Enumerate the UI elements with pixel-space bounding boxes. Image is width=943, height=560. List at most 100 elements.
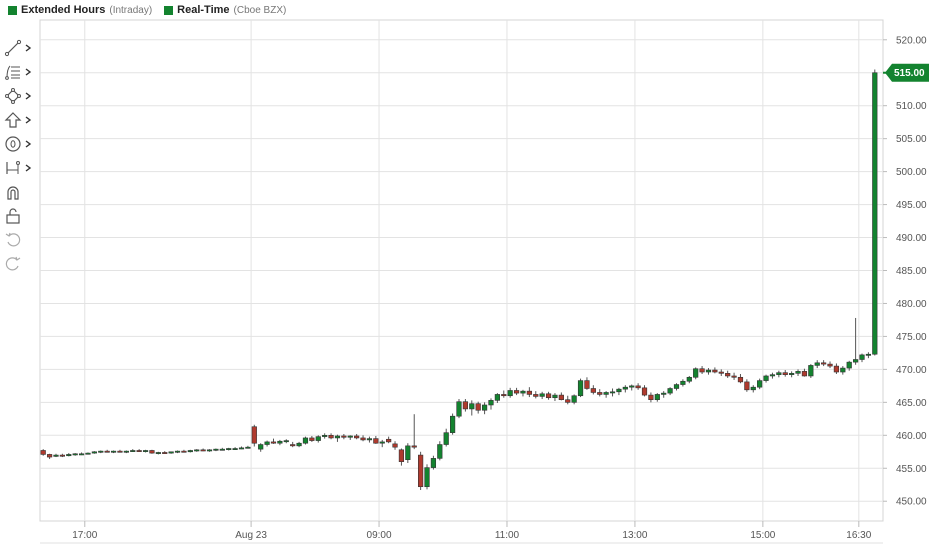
candle-body	[821, 362, 827, 365]
candle-body	[718, 371, 724, 374]
candle-body	[341, 435, 347, 438]
last-price-label: 515.00	[894, 68, 925, 79]
candle-body	[577, 380, 584, 397]
candle-body	[130, 450, 136, 452]
chevron-right-icon[interactable]	[24, 43, 32, 53]
candle-body	[302, 437, 309, 444]
chart-grid	[39, 19, 884, 544]
candle-body	[386, 438, 392, 443]
candle-body	[424, 467, 430, 488]
candle-body	[750, 386, 756, 391]
chart-legend: Extended Hours (Intraday) Real-Time (Cbo…	[8, 2, 298, 18]
candle-body	[46, 454, 53, 458]
candle-body	[776, 372, 782, 375]
chevron-right-icon[interactable]	[24, 91, 32, 101]
shapes-icon	[5, 88, 21, 104]
candle-body	[545, 393, 552, 399]
y-tick-label: 460.00	[896, 431, 927, 442]
chevron-right-icon[interactable]	[24, 139, 32, 149]
annotation-tool-button[interactable]	[4, 132, 38, 156]
shapes-tool-button[interactable]	[4, 84, 38, 108]
x-axis: 17:00 Aug 23 09:00 11:00 13:00 15:00 16:30	[72, 521, 872, 541]
arrow-tool-button[interactable]	[4, 108, 38, 132]
candle-body	[40, 450, 46, 455]
candle-body	[513, 390, 520, 394]
x-tick-label: 13:00	[622, 530, 647, 541]
candle-body	[744, 381, 750, 391]
candle-body	[206, 449, 213, 452]
candle-body	[520, 390, 526, 394]
candle-body	[712, 369, 718, 373]
candle-body	[590, 388, 596, 393]
x-tick-label: 15:00	[750, 530, 775, 541]
candle-body	[258, 444, 264, 450]
candle-body	[859, 354, 865, 360]
candle-body	[347, 435, 353, 438]
y-tick-label: 490.00	[896, 233, 927, 244]
x-tick-label: Aug 23	[235, 530, 267, 541]
candle-body	[322, 435, 328, 437]
candle-body	[571, 395, 577, 403]
candle-body	[142, 450, 149, 452]
candle-body	[373, 438, 379, 444]
candle-body	[155, 452, 161, 454]
candle-body	[469, 403, 475, 410]
candle-body	[98, 450, 104, 453]
candle-body	[309, 437, 315, 441]
legend-series-source: (Cboe BZX)	[233, 4, 287, 16]
magnet-icon	[7, 186, 19, 200]
candle-body	[450, 415, 456, 433]
measure-tool-button[interactable]	[4, 156, 38, 180]
candle-body	[162, 452, 168, 454]
candle-body	[187, 450, 193, 453]
candle-body	[398, 449, 405, 462]
magnet-tool-button[interactable]	[4, 180, 38, 204]
candle-body	[763, 375, 769, 381]
candle-body	[405, 445, 411, 460]
fibonacci-tool-button[interactable]	[4, 60, 38, 84]
candle-body	[213, 448, 219, 451]
lock-tool-button[interactable]	[4, 204, 38, 228]
trendline-tool-button[interactable]	[4, 36, 38, 60]
chevron-right-icon[interactable]	[24, 115, 32, 125]
candle-body	[66, 454, 72, 457]
candle-body	[705, 369, 712, 373]
candle-body	[110, 450, 117, 453]
legend-item-extended-hours[interactable]: Extended Hours (Intraday)	[8, 4, 152, 16]
fibonacci-icon	[5, 65, 20, 80]
candle-body	[411, 445, 417, 448]
x-tick-label: 16:30	[846, 530, 871, 541]
candle-body	[731, 375, 737, 378]
legend-item-real-time[interactable]: Real-Time (Cboe BZX)	[164, 4, 286, 16]
candle-body	[782, 372, 788, 375]
candle-body	[526, 390, 532, 395]
candle-body	[168, 451, 174, 454]
candle-body	[488, 400, 494, 406]
x-tick-label: 17:00	[72, 530, 97, 541]
candle-body	[59, 454, 65, 457]
candle-body	[686, 376, 692, 382]
candle-body	[462, 401, 468, 410]
candle-body	[865, 353, 872, 356]
candle-body	[795, 371, 801, 374]
chevron-right-icon[interactable]	[24, 67, 32, 77]
candle-body	[418, 454, 424, 488]
candle-body	[149, 450, 155, 454]
chevron-right-icon[interactable]	[24, 163, 32, 173]
candle-body	[737, 376, 744, 383]
x-tick-label: 09:00	[367, 530, 392, 541]
candle-body	[245, 446, 251, 449]
candle-body	[501, 394, 507, 397]
candle-body	[270, 441, 277, 444]
y-tick-label: 465.00	[896, 398, 927, 409]
y-tick-label: 520.00	[896, 35, 927, 46]
undo-button[interactable]	[4, 228, 38, 252]
redo-button[interactable]	[4, 252, 38, 276]
candle-body	[609, 391, 616, 394]
candle-body	[437, 444, 443, 459]
last-price-marker: 515.00	[883, 63, 929, 82]
annotation-icon	[5, 136, 21, 152]
candle-body	[136, 450, 142, 452]
y-tick-label: 475.00	[896, 332, 927, 343]
